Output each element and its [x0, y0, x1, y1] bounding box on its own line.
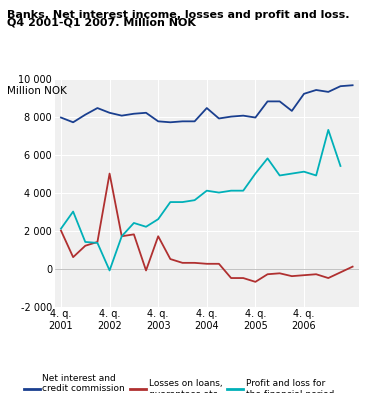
Text: Million NOK: Million NOK [7, 86, 67, 96]
Text: Banks. Net interest income, losses and profit and loss.: Banks. Net interest income, losses and p… [7, 10, 350, 20]
Text: Q4 2001-Q1 2007. Million NOK: Q4 2001-Q1 2007. Million NOK [7, 18, 196, 28]
Legend: Net interest and
credit commission
income, Losses on loans,
guarantees etc., Pro: Net interest and credit commission incom… [20, 370, 338, 393]
